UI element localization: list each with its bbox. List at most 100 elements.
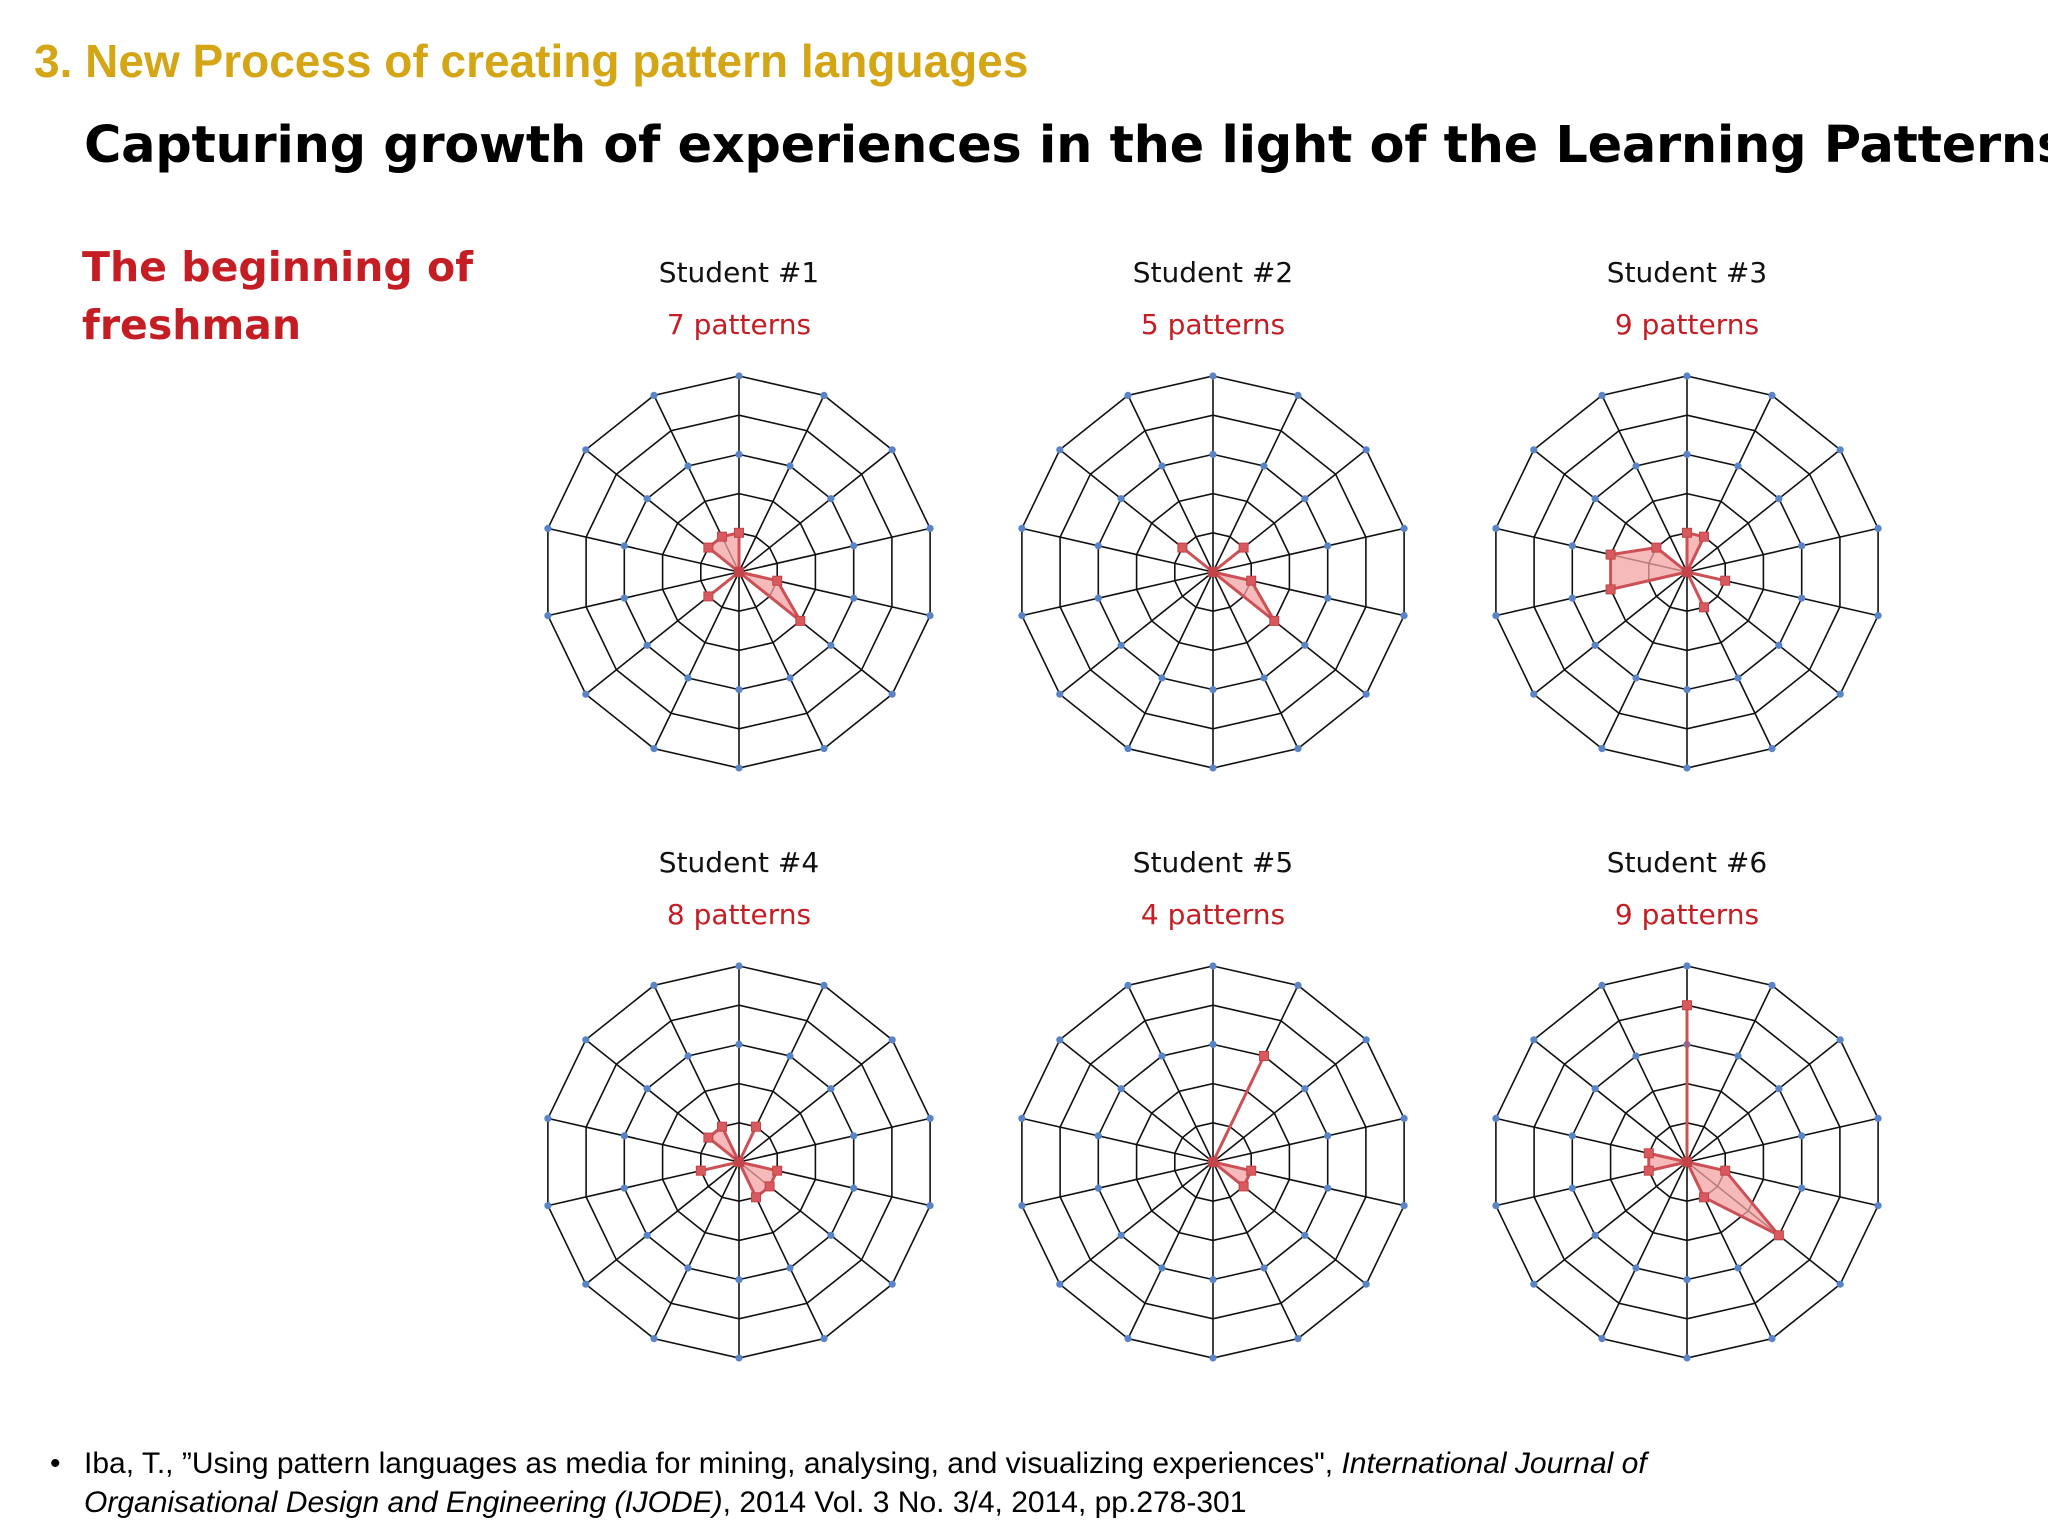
data-point [1177,542,1188,553]
grid-node [1836,446,1844,454]
footnote-text: Iba, T., ”Using pattern languages as med… [84,1444,1824,1522]
grid-node [684,674,692,682]
grid-spoke [1533,1161,1688,1285]
grid-node [1632,1264,1640,1272]
grid-spoke [1127,571,1214,749]
grid-node [1492,1114,1500,1122]
center-point [1208,567,1218,577]
chart-title: Student #6 [1607,846,1767,879]
grid-spoke [1212,1039,1367,1163]
grid-node [1492,524,1500,533]
grid-node [926,524,934,533]
data-point [751,1121,761,1132]
radar-chart-student-4: Student #4 8 patterns [544,846,934,1362]
grid-node [582,1280,590,1288]
grid-node [1294,391,1302,399]
grid-node [1124,391,1132,399]
grid-node [643,1231,651,1239]
grid-spoke [738,527,931,573]
grid-node [1056,690,1064,698]
grid-node [684,1264,692,1272]
grid-spoke [1686,571,1841,695]
grid-node [1209,372,1217,380]
grid-node [1568,594,1576,602]
grid-node [1836,1280,1844,1288]
grid-spoke [1533,571,1688,695]
grid-spoke [1127,395,1214,573]
grid-node [1400,1202,1408,1210]
grid-node [1798,594,1806,602]
grid-node [1362,446,1370,454]
grid-node [1324,594,1332,602]
grid-node [1768,391,1776,399]
grid-node [1775,495,1783,503]
data-point [717,1121,727,1132]
grid-spoke [738,395,825,573]
grid-node [1568,542,1576,550]
grid-node [1117,641,1125,649]
data-point [703,1132,714,1143]
pattern-count: 8 patterns [667,898,811,931]
grid-spoke [1533,1039,1688,1163]
grid-node [1294,981,1302,990]
grid-node [1734,1052,1742,1060]
grid-spoke [1686,985,1773,1163]
grid-node [735,1276,743,1284]
grid-node [1874,612,1882,620]
grid-node [1094,594,1102,602]
grid-node [888,1280,896,1288]
grid-node [1018,612,1026,620]
grid-node [1301,1231,1309,1239]
grid-node [1492,612,1500,620]
grid-node [1568,1184,1576,1192]
grid-node [544,1202,552,1210]
footnote-bullet: • [50,1447,61,1480]
grid-spoke [547,1117,740,1163]
grid-node [1158,674,1166,682]
grid-node [620,594,628,602]
data-area [706,531,802,623]
grid-spoke [1686,527,1879,573]
grid-node [1632,462,1640,470]
grid-node [1530,1280,1538,1288]
data-point [1720,575,1731,586]
grid-node [735,764,743,772]
data-point [1605,584,1616,595]
grid-spoke [1021,571,1214,617]
grid-node [620,542,628,550]
grid-node [1260,674,1268,682]
grid-node [1598,1335,1606,1343]
grid-node [1775,641,1783,649]
grid-node [1117,1085,1125,1093]
grid-node [1683,962,1691,970]
grid-node [1209,764,1217,772]
grid-spoke [1212,1117,1405,1163]
grid-node [827,1231,835,1239]
grid-node [1056,446,1064,454]
grid-node [544,1114,552,1122]
grid-node [820,391,828,399]
grid-node [650,391,658,399]
grid-node [1117,495,1125,503]
data-point [1238,1181,1249,1192]
data-point [1682,1000,1692,1011]
grid-node [1400,524,1408,533]
grid-node [1294,1335,1302,1343]
grid-node [1836,690,1844,698]
grid-node [1683,1276,1691,1284]
grid-node [684,462,692,470]
grid-node [1158,462,1166,470]
data-point [1246,575,1257,586]
data-point [1269,615,1280,626]
grid-node [643,1085,651,1093]
grid-node [735,450,743,458]
grid-node [1260,1264,1268,1272]
radar-chart-student-3: Student #3 9 patterns [1492,256,1882,772]
grid-spoke [1059,1161,1214,1285]
grid-node [1124,745,1132,753]
radar-chart-student-2: Student #2 5 patterns [1018,256,1408,772]
grid-node [735,1354,743,1362]
data-point [1651,542,1662,553]
data-point [772,575,783,586]
pattern-count: 4 patterns [1141,898,1285,931]
